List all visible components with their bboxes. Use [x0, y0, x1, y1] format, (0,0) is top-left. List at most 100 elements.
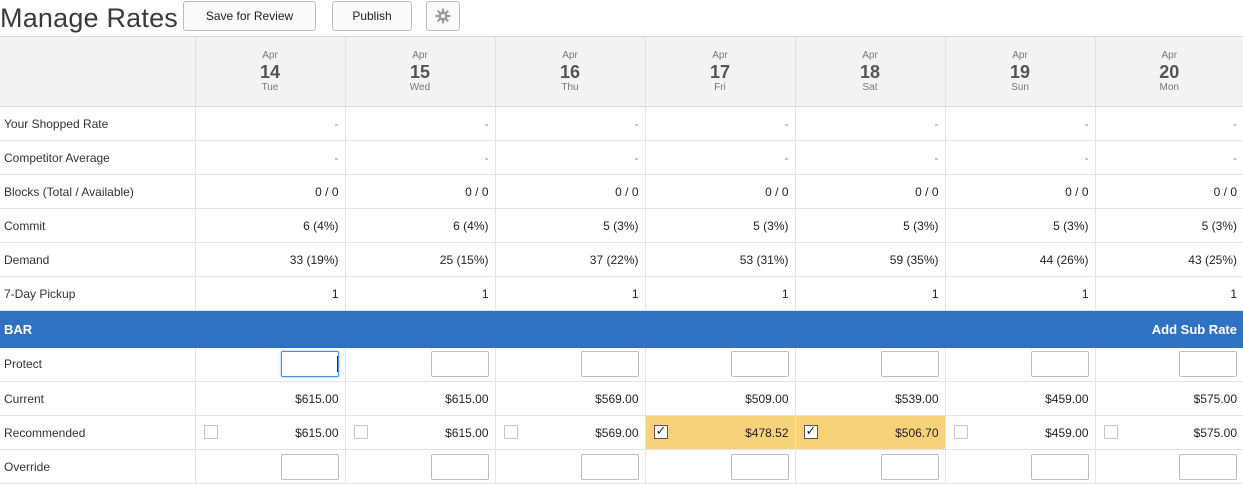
protect-input[interactable] — [430, 351, 489, 378]
accept-checkbox[interactable] — [1103, 425, 1118, 439]
row-label: Protect — [0, 347, 195, 382]
stat-row-shopped-rate: Your Shopped Rate - - - - - - - — [0, 106, 1243, 141]
stat-row-blocks: Blocks (Total / Available) 0 / 0 0 / 0 0… — [0, 174, 1243, 209]
override-cell — [644, 449, 795, 484]
stat-cell: 0 / 0 — [344, 174, 495, 209]
date-header: Apr 19 Sun — [944, 36, 1095, 107]
text-cursor — [336, 356, 338, 373]
stat-cell: 0 / 0 — [194, 174, 345, 209]
current-rate-cell: $615.00 — [194, 381, 345, 416]
date-header: Apr 18 Sat — [794, 36, 945, 107]
stat-cell: 5 (3%) — [944, 208, 1095, 243]
stat-cell: 33 (19%) — [194, 242, 345, 277]
protect-cell — [1094, 347, 1243, 382]
stat-cell: 5 (3%) — [1094, 208, 1243, 243]
stat-cell: 1 — [194, 276, 345, 311]
accept-checkbox[interactable] — [803, 423, 818, 439]
protect-row: Protect — [0, 347, 1243, 382]
stat-cell: 1 — [494, 276, 645, 311]
protect-cell — [494, 347, 645, 382]
stat-cell: 6 (4%) — [344, 208, 495, 243]
stat-cell: 25 (15%) — [344, 242, 495, 277]
stat-cell: - — [194, 140, 345, 175]
publish-button[interactable]: Publish — [332, 1, 412, 31]
protect-cell — [944, 347, 1095, 382]
protect-input[interactable] — [280, 351, 339, 378]
protect-input[interactable] — [1179, 351, 1237, 378]
protect-input[interactable] — [880, 351, 939, 378]
override-input[interactable] — [430, 453, 489, 480]
protect-cell — [644, 347, 795, 382]
protect-input[interactable] — [1030, 351, 1089, 378]
row-label: Current — [0, 381, 195, 416]
protect-input[interactable] — [730, 351, 789, 378]
stat-cell: 5 (3%) — [494, 208, 645, 243]
accept-checkbox[interactable] — [953, 425, 968, 439]
row-label: Demand — [0, 242, 195, 277]
stat-cell: - — [494, 140, 645, 175]
settings-button[interactable] — [426, 1, 460, 31]
stat-cell: 1 — [1094, 276, 1243, 311]
stat-cell: - — [944, 140, 1095, 175]
date-header-row: Apr 14 Tue Apr 15 Wed Apr 16 Thu Apr 17 Fri Apr 1… — [0, 36, 1243, 107]
accept-checkbox[interactable] — [203, 425, 218, 439]
protect-cell — [344, 347, 495, 382]
override-input[interactable] — [280, 453, 339, 480]
recommended-value: $615.00 — [295, 425, 339, 440]
override-input[interactable] — [1179, 453, 1237, 480]
recommended-cell: $575.00 — [1094, 415, 1243, 450]
stat-cell: - — [794, 140, 945, 175]
stat-cell: 0 / 0 — [794, 174, 945, 209]
current-rate-cell: $459.00 — [944, 381, 1095, 416]
bar-section-header: BAR Add Sub Rate — [0, 310, 1243, 348]
recommended-value: $615.00 — [445, 425, 489, 440]
stat-cell: - — [644, 106, 795, 141]
recommended-cell: $506.70 — [794, 415, 945, 450]
add-sub-rate-link[interactable]: Add Sub Rate — [1095, 310, 1243, 348]
override-input[interactable] — [730, 453, 789, 480]
stat-cell: 5 (3%) — [794, 208, 945, 243]
bar-spacer — [195, 310, 1095, 348]
row-label: Recommended — [0, 415, 195, 450]
recommended-value: $459.00 — [1045, 425, 1089, 440]
save-for-review-button[interactable]: Save for Review — [183, 1, 316, 31]
row-label: 7-Day Pickup — [0, 276, 195, 311]
recommended-cell: $459.00 — [944, 415, 1095, 450]
stat-cell: 0 / 0 — [1094, 174, 1243, 209]
current-row: Current $615.00 $615.00 $569.00 $509.00 … — [0, 381, 1243, 416]
override-cell — [1094, 449, 1243, 484]
recommended-cell: $615.00 — [344, 415, 495, 450]
override-input[interactable] — [1030, 453, 1089, 480]
protect-input[interactable] — [580, 351, 639, 378]
date-header: Apr 15 Wed — [344, 36, 495, 107]
stat-cell: 0 / 0 — [944, 174, 1095, 209]
accept-checkbox[interactable] — [353, 425, 368, 439]
accept-checkbox[interactable] — [503, 425, 518, 439]
stat-cell: 5 (3%) — [644, 208, 795, 243]
stat-cell: 44 (26%) — [944, 242, 1095, 277]
stat-row-pickup: 7-Day Pickup 1 1 1 1 1 1 1 — [0, 276, 1243, 311]
recommended-row: Recommended $615.00 $615.00 $569.00 $478… — [0, 415, 1243, 450]
stat-cell: 1 — [344, 276, 495, 311]
stat-cell: 37 (22%) — [494, 242, 645, 277]
stat-cell: - — [794, 106, 945, 141]
stat-cell: - — [194, 106, 345, 141]
protect-cell — [194, 347, 345, 382]
recommended-cell: $569.00 — [494, 415, 645, 450]
override-cell — [344, 449, 495, 484]
accept-checkbox[interactable] — [653, 423, 668, 439]
row-label: Your Shopped Rate — [0, 106, 195, 141]
row-label: Commit — [0, 208, 195, 243]
recommended-value: $575.00 — [1193, 425, 1237, 440]
stat-cell: 43 (25%) — [1094, 242, 1243, 277]
override-cell — [794, 449, 945, 484]
stat-row-demand: Demand 33 (19%) 25 (15%) 37 (22%) 53 (31… — [0, 242, 1243, 277]
stat-cell: 0 / 0 — [644, 174, 795, 209]
stat-cell: - — [644, 140, 795, 175]
recommended-value: $478.52 — [745, 425, 789, 440]
row-label: Blocks (Total / Available) — [0, 174, 195, 209]
header-corner — [0, 36, 195, 107]
override-input[interactable] — [880, 453, 939, 480]
override-input[interactable] — [580, 453, 639, 480]
gear-icon — [435, 8, 451, 24]
